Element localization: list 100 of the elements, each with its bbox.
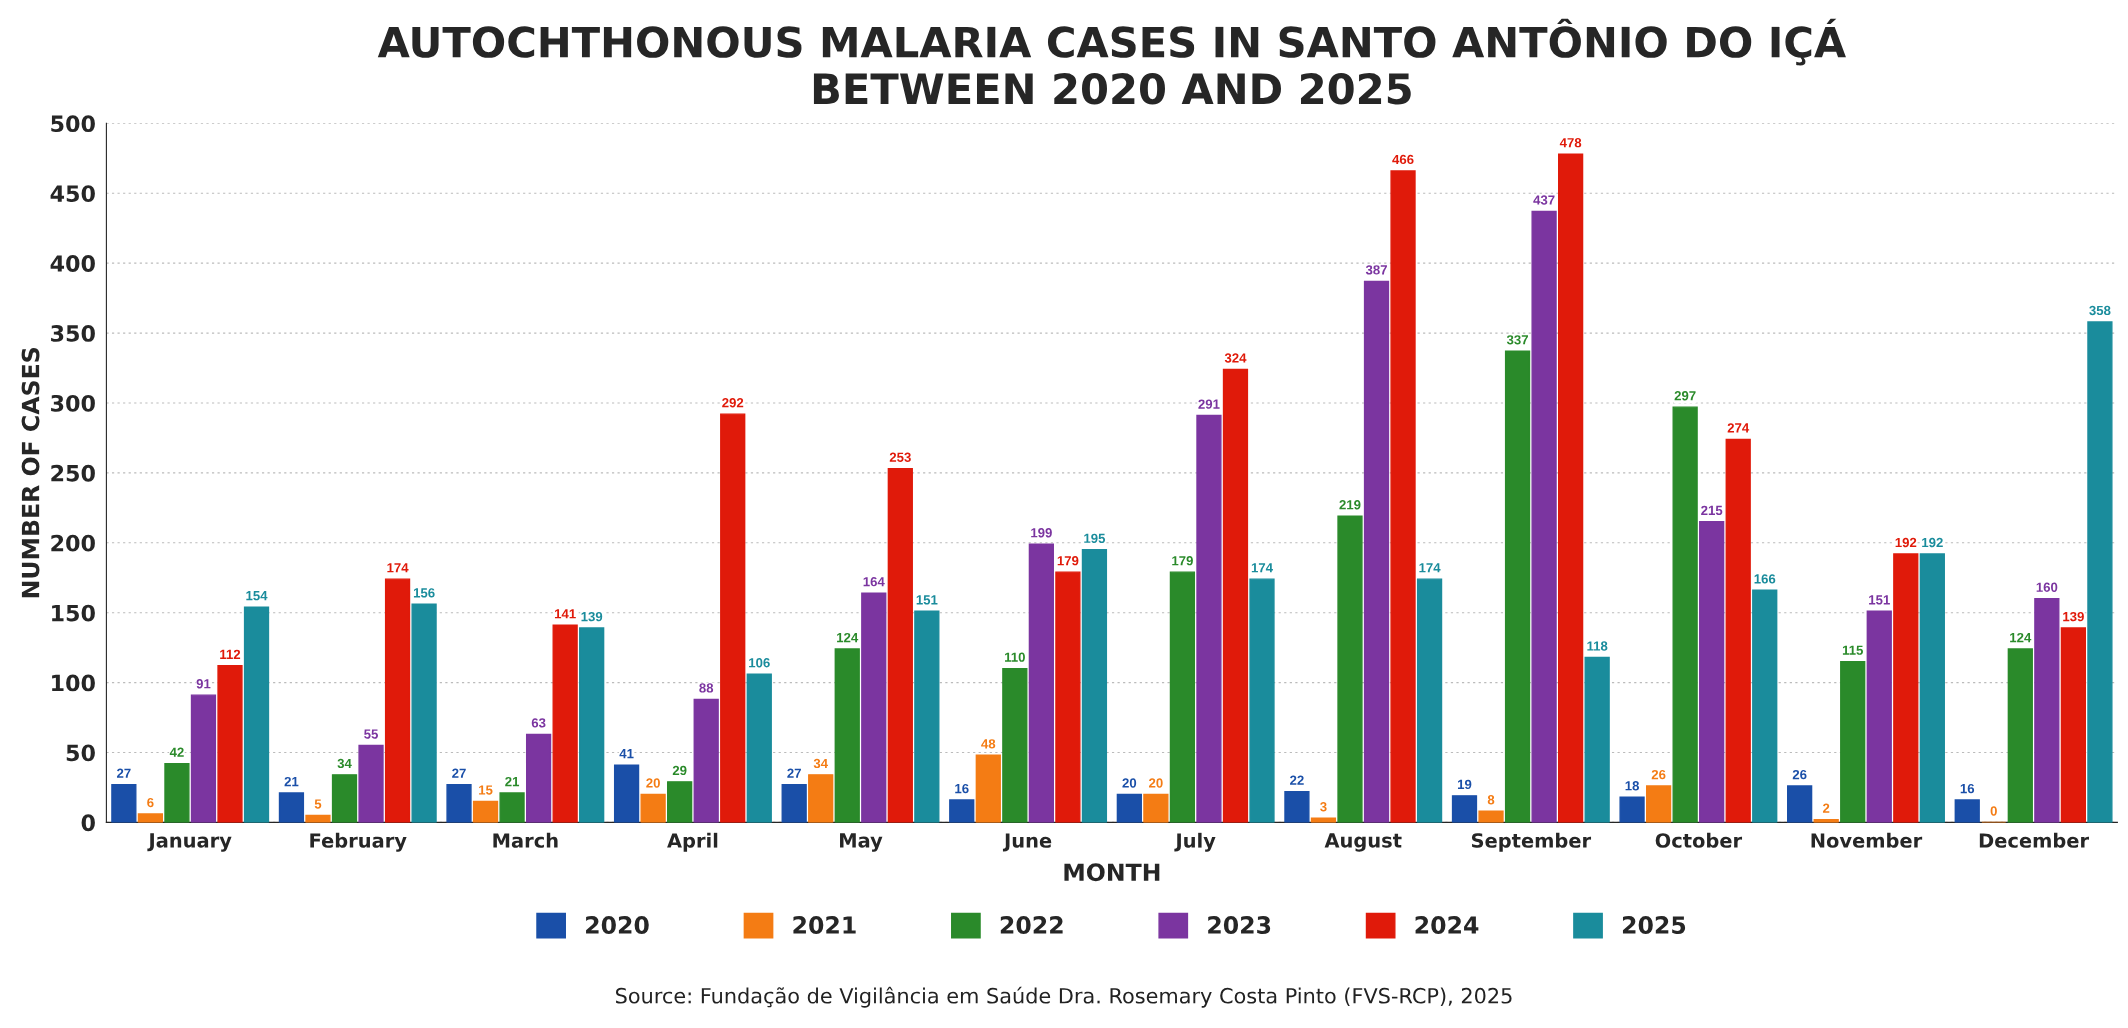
data-label: 291 bbox=[1198, 399, 1220, 409]
data-label: 20 bbox=[646, 778, 660, 788]
data-label: 20 bbox=[1148, 778, 1163, 788]
data-label: 174 bbox=[1419, 563, 1441, 573]
data-label: 26 bbox=[1651, 769, 1666, 780]
y-tick-label: 200 bbox=[51, 534, 95, 552]
data-label: 199 bbox=[1031, 528, 1052, 538]
data-label: 179 bbox=[1172, 556, 1193, 566]
data-label: 358 bbox=[2089, 305, 2111, 316]
data-label: 18 bbox=[1625, 781, 1640, 791]
data-label: 55 bbox=[364, 729, 379, 739]
data-label: 27 bbox=[116, 768, 131, 778]
data-label: 29 bbox=[672, 765, 687, 776]
data-label: 124 bbox=[837, 632, 859, 643]
data-label: 124 bbox=[2010, 632, 2032, 643]
data-label: 110 bbox=[1005, 652, 1025, 662]
data-label: 3 bbox=[1320, 802, 1327, 812]
data-label: 466 bbox=[1392, 154, 1414, 165]
data-label: 166 bbox=[1754, 574, 1776, 584]
y-tick-label: 500 bbox=[51, 115, 95, 133]
x-tick-label: June bbox=[1002, 833, 1052, 852]
legend-label: 2020 bbox=[586, 916, 649, 934]
data-label: 42 bbox=[169, 747, 184, 757]
y-tick-label: 400 bbox=[50, 255, 95, 272]
data-label: 215 bbox=[1701, 505, 1723, 516]
x-tick-label: April bbox=[667, 832, 718, 852]
y-tick-label: 100 bbox=[52, 674, 95, 692]
data-label: 112 bbox=[220, 649, 241, 659]
x-tick-label: January bbox=[147, 833, 232, 852]
data-label: 156 bbox=[413, 588, 435, 598]
data-label: 160 bbox=[2036, 582, 2058, 592]
data-label: 27 bbox=[787, 768, 801, 778]
data-label: 16 bbox=[955, 783, 969, 794]
x-tick-label: July bbox=[1174, 832, 1216, 852]
data-label: 21 bbox=[284, 776, 299, 787]
data-label: 324 bbox=[1224, 353, 1247, 363]
y-tick-label: 300 bbox=[51, 394, 95, 412]
data-label: 478 bbox=[1559, 138, 1582, 148]
data-label: 253 bbox=[889, 452, 911, 462]
y-tick-label: 150 bbox=[52, 604, 95, 622]
data-label: 16 bbox=[1960, 783, 1975, 794]
data-label: 292 bbox=[722, 398, 744, 408]
data-label: 195 bbox=[1084, 533, 1106, 543]
data-label: 154 bbox=[246, 591, 268, 601]
data-label: 26 bbox=[1792, 769, 1807, 780]
data-label: 139 bbox=[581, 611, 603, 622]
data-label: 91 bbox=[196, 679, 211, 689]
data-label: 192 bbox=[1895, 537, 1917, 548]
data-label: 88 bbox=[699, 683, 714, 693]
data-label: 297 bbox=[1674, 391, 1696, 401]
legend-label: 2023 bbox=[1208, 916, 1271, 934]
data-label: 139 bbox=[2063, 611, 2084, 622]
legend-label: 2024 bbox=[1415, 916, 1479, 934]
data-label: 174 bbox=[387, 563, 409, 573]
data-label: 164 bbox=[863, 577, 885, 587]
legend-label: 2025 bbox=[1622, 916, 1686, 934]
data-label: 437 bbox=[1533, 195, 1555, 205]
data-label: 106 bbox=[749, 658, 770, 668]
data-label: 5 bbox=[314, 799, 322, 809]
data-label: 6 bbox=[147, 797, 154, 808]
data-label: 8 bbox=[1487, 795, 1495, 805]
x-tick-label: September bbox=[1471, 832, 1592, 852]
x-tick-label: December bbox=[1979, 832, 2090, 848]
data-label: 19 bbox=[1457, 779, 1472, 790]
data-label: 115 bbox=[1842, 645, 1863, 655]
data-label: 22 bbox=[1290, 775, 1304, 785]
data-label: 192 bbox=[1922, 537, 1943, 548]
x-tick-label: February bbox=[310, 832, 407, 852]
y-tick-label: 0 bbox=[81, 814, 95, 832]
data-label: 63 bbox=[531, 718, 546, 728]
y-tick-label: 350 bbox=[51, 325, 95, 342]
legend-label: 2021 bbox=[793, 916, 856, 934]
data-label: 174 bbox=[1251, 563, 1273, 573]
data-label: 41 bbox=[619, 749, 634, 759]
data-label: 15 bbox=[479, 785, 493, 795]
data-label: 27 bbox=[452, 768, 466, 778]
x-tick-label: October bbox=[1655, 832, 1743, 848]
data-label: 274 bbox=[1727, 423, 1750, 433]
x-tick-label: November bbox=[1811, 832, 1923, 848]
data-label: 151 bbox=[1869, 595, 1890, 605]
data-label: 337 bbox=[1506, 335, 1528, 345]
y-axis-title: NUMBER OF CASES bbox=[21, 348, 40, 598]
x-axis-title: MONTH bbox=[1064, 863, 1160, 882]
x-tick-label: May bbox=[840, 833, 883, 852]
data-label: 0 bbox=[1990, 806, 1997, 816]
legend-label: 2022 bbox=[1000, 916, 1063, 934]
data-label: 387 bbox=[1365, 265, 1387, 275]
x-tick-label: March bbox=[493, 832, 558, 848]
source-note: Source: Fundação de Vigilância em Saúde Dra. Rosemary Costa Pinto (FVS-RCP), 2025 bbox=[616, 986, 1512, 1008]
data-label: 118 bbox=[1587, 641, 1608, 651]
data-label: 219 bbox=[1339, 500, 1361, 510]
data-label: 34 bbox=[337, 758, 352, 769]
x-tick-label: August bbox=[1324, 833, 1402, 852]
data-label: 48 bbox=[981, 739, 996, 749]
data-label: 2 bbox=[1822, 803, 1830, 813]
y-tick-label: 250 bbox=[51, 464, 95, 482]
data-label: 20 bbox=[1122, 778, 1137, 788]
data-label: 21 bbox=[505, 776, 520, 787]
data-label: 34 bbox=[813, 758, 828, 769]
y-tick-label: 50 bbox=[66, 744, 95, 762]
